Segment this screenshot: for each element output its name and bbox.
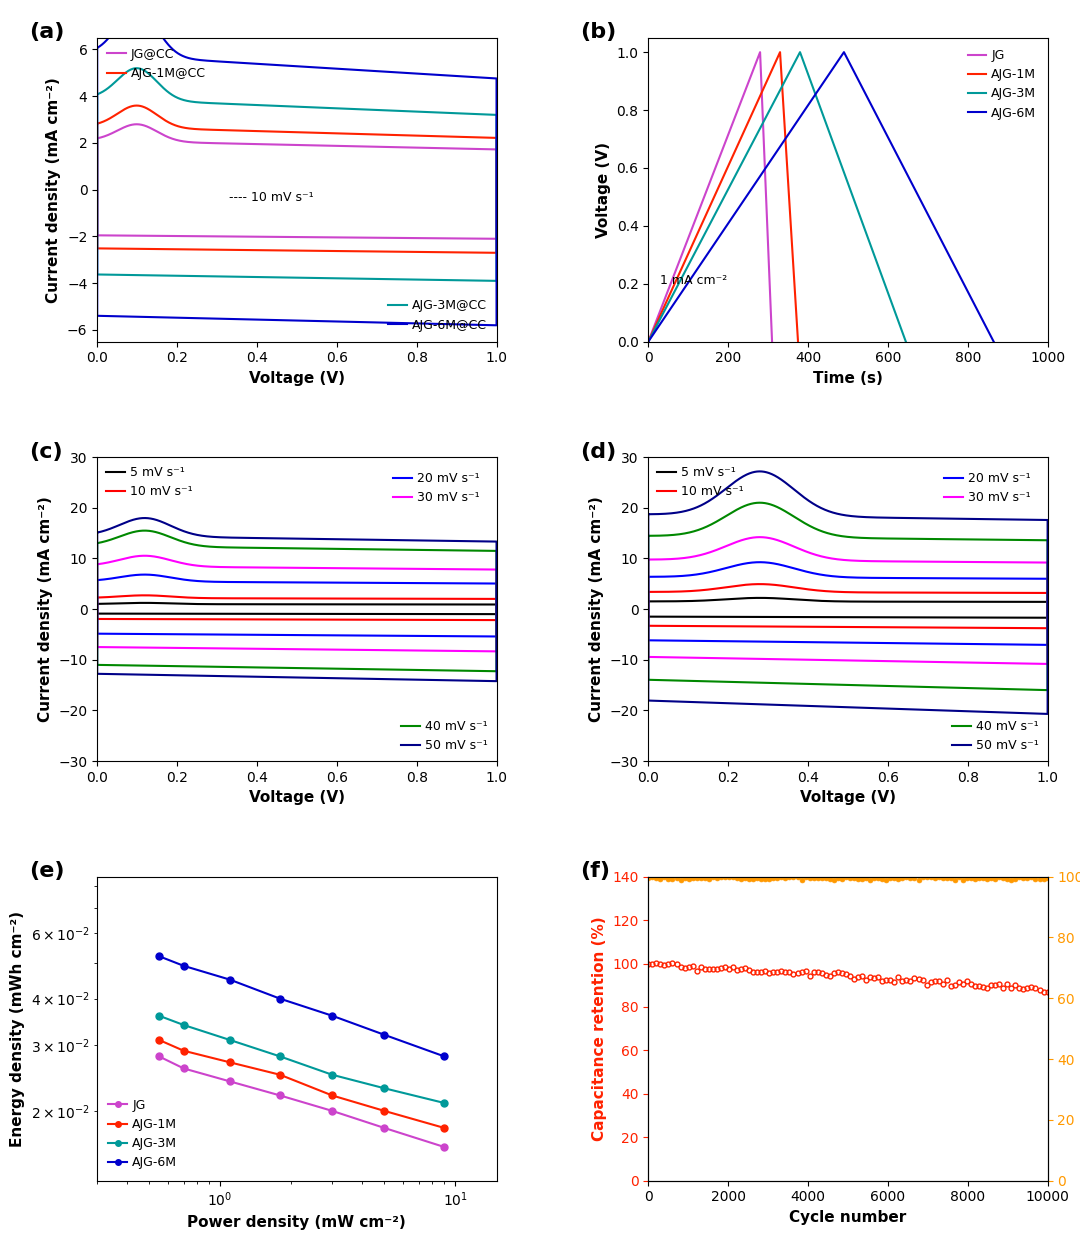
Text: (e): (e) [29,862,65,882]
Y-axis label: Current density (mA cm⁻²): Current density (mA cm⁻²) [38,496,53,722]
X-axis label: Voltage (V): Voltage (V) [248,371,345,386]
X-axis label: Power density (mW cm⁻²): Power density (mW cm⁻²) [188,1215,406,1230]
Legend: AJG-3M@CC, AJG-6M@CC: AJG-3M@CC, AJG-6M@CC [384,295,490,335]
Text: 1 mA cm⁻²: 1 mA cm⁻² [660,274,728,286]
Text: (d): (d) [580,442,617,462]
Text: (c): (c) [29,442,63,462]
X-axis label: Voltage (V): Voltage (V) [248,790,345,805]
Legend: 40 mV s⁻¹, 50 mV s⁻¹: 40 mV s⁻¹, 50 mV s⁻¹ [947,715,1044,757]
Text: (a): (a) [29,23,65,43]
X-axis label: Cycle number: Cycle number [789,1210,906,1225]
Text: (b): (b) [580,23,617,43]
Y-axis label: Energy density (mWh cm⁻²): Energy density (mWh cm⁻²) [10,911,25,1147]
Y-axis label: Current density (mA cm⁻²): Current density (mA cm⁻²) [589,496,604,722]
Y-axis label: Voltage (V): Voltage (V) [596,142,611,237]
Legend: JG, AJG-1M, AJG-3M, AJG-6M: JG, AJG-1M, AJG-3M, AJG-6M [104,1094,183,1174]
X-axis label: Time (s): Time (s) [813,371,882,386]
Legend: 40 mV s⁻¹, 50 mV s⁻¹: 40 mV s⁻¹, 50 mV s⁻¹ [396,715,492,757]
Y-axis label: Capacitance retention (%): Capacitance retention (%) [592,917,607,1140]
Legend: JG, AJG-1M, AJG-3M, AJG-6M: JG, AJG-1M, AJG-3M, AJG-6M [962,44,1041,124]
Text: ---- 10 mV s⁻¹: ---- 10 mV s⁻¹ [229,191,313,205]
Text: (f): (f) [580,862,610,882]
X-axis label: Voltage (V): Voltage (V) [800,790,896,805]
Y-axis label: Current density (mA cm⁻²): Current density (mA cm⁻²) [46,77,62,303]
